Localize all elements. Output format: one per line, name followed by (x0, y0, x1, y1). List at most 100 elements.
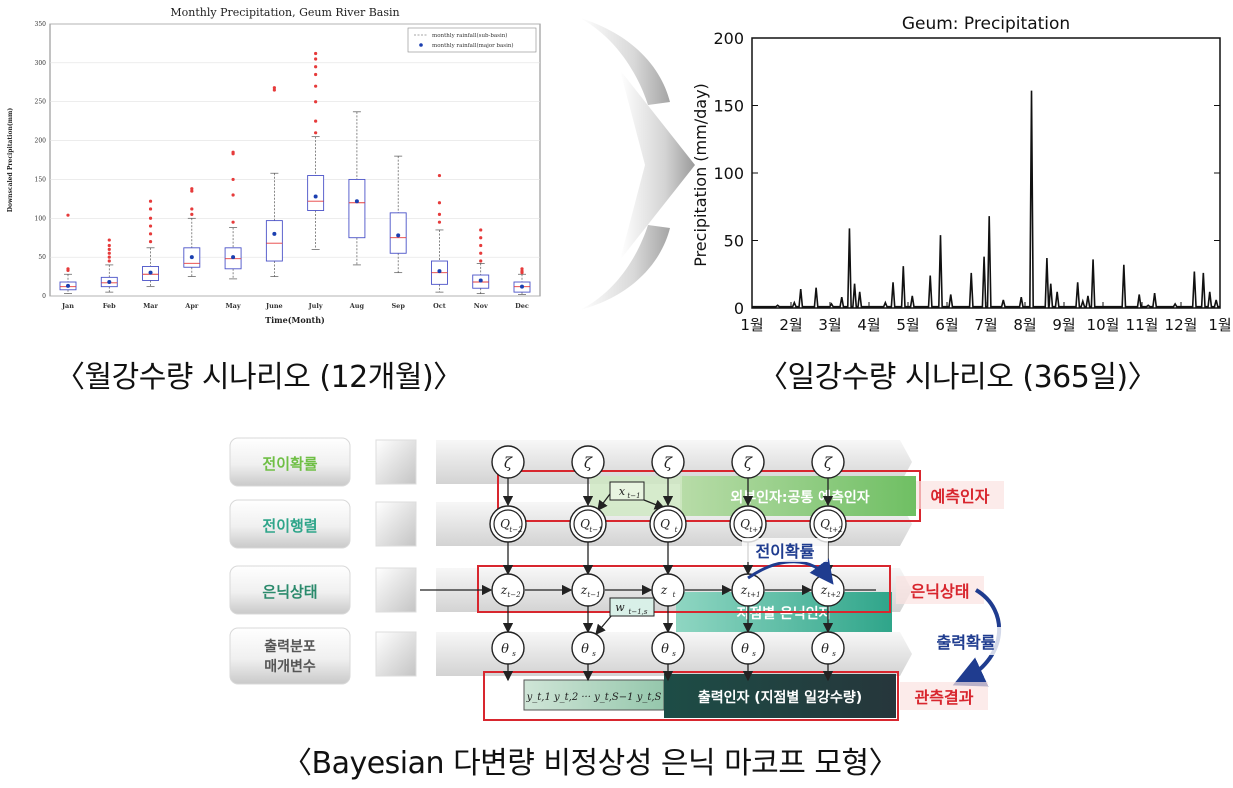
boxplot-outlier (479, 228, 483, 232)
boxplot-y-tick-label: 200 (35, 138, 47, 145)
zeta-node-label: ζ (504, 454, 513, 472)
theta-node-label: θ (661, 642, 669, 657)
row-label-output-params: 출력분포 매개변수 (229, 627, 351, 685)
boxplot-box (307, 175, 325, 211)
boxplot-outlier (148, 224, 153, 228)
daily-x-tick-label: 6월 (935, 316, 958, 334)
daily-y-ticks: 0 50 100 150 200 (713, 29, 1220, 318)
daily-x-tick-label: 12월 (1165, 316, 1198, 334)
boxplot-outlier (437, 212, 442, 216)
svg-text:출력인자 (지점별 일강수량): 출력인자 (지점별 일강수량) (698, 689, 862, 706)
boxplot-outlier (479, 251, 483, 255)
boxplot-outlier (314, 72, 318, 77)
boxplot-x-tick-label: Mar (143, 302, 158, 310)
theta-node-subscript: s (672, 650, 676, 658)
zeta-node-label: ζ (824, 454, 833, 472)
z-node-subscript: t−1 (587, 591, 600, 599)
zeta-node (491, 445, 525, 479)
boxplot-outlier (231, 193, 235, 197)
svg-text:매개변수: 매개변수 (264, 659, 316, 675)
z-node-subscript: t+2 (827, 591, 841, 599)
q-node-inner (493, 509, 523, 539)
q-node-subscript: t+2 (829, 526, 843, 534)
boxplot-outlier (479, 236, 483, 240)
boxplot-mean-point (272, 231, 277, 236)
flow-arrow (580, 18, 695, 310)
boxplot-outlier (107, 247, 111, 251)
boxplot-outlier (66, 213, 70, 217)
daily-x-tick-label: 5월 (896, 316, 919, 334)
boxplot-outlier (107, 255, 111, 259)
edge-x-to-q (597, 493, 611, 512)
theta-node (731, 631, 765, 665)
boxplot-outlier (520, 269, 524, 273)
boxplot-outlier (314, 131, 318, 135)
daily-precip-series-line (752, 90, 1220, 308)
zeta-node-label: ζ (744, 454, 753, 472)
boxplot-outlier (190, 189, 194, 193)
svg-text:w: w (615, 601, 625, 614)
theta-node-label: θ (501, 642, 509, 657)
daily-x-tick-label: 9월 (1052, 316, 1075, 334)
q-node-label: Q (580, 517, 590, 531)
z-node-label: z (660, 583, 668, 597)
boxplot-outlier (231, 150, 235, 154)
q-node-inner (653, 509, 683, 539)
svg-text:t−1,s: t−1,s (629, 608, 648, 616)
boxplot-ylabel: Downscaled Precipitation(mm) (7, 108, 14, 213)
monthly-caption: 〈월강수량 시나리오 (12개월)〉 (55, 360, 463, 395)
boxplot-mean-point (354, 199, 359, 204)
q-node-subscript: t−1 (589, 526, 602, 534)
daily-precip-chart: Geum: Precipitation 0 50 100 150 200 1월 2월 3월 4… (691, 14, 1232, 334)
boxplot-y-tick-label: 0 (42, 293, 46, 300)
boxplot-outlier (314, 57, 318, 61)
zeta-node-label: ζ (584, 454, 593, 472)
row-label-hidden-state: 은닉상태 (229, 565, 351, 615)
boxplot-boxes (59, 51, 531, 295)
row-label-transition-prob: 전이확률 (229, 437, 351, 487)
svg-text:외부인자:공통 예측인자: 외부인자:공통 예측인자 (730, 489, 869, 506)
daily-caption: 〈일강수량 시나리오 (365일)〉 (758, 360, 1158, 395)
row-marker-3 (375, 567, 417, 613)
monthly-boxplot-chart: Monthly Precipitation, Geum River Basin … (7, 6, 541, 325)
boxplot-outlier (437, 201, 442, 205)
boxplot-mean-point (396, 233, 401, 238)
boxplot-outlier (190, 187, 194, 191)
boxplot-outlier (314, 65, 318, 69)
theta-node-label: θ (581, 642, 589, 657)
boxplot-plot-area (49, 23, 541, 297)
q-node-label: Q (660, 517, 670, 531)
svg-text:지점별 은닉인자: 지점별 은닉인자 (736, 605, 831, 622)
hmm-diagram: 전이확률 전이행렬 은닉상태 출력분포 매개변수 외부인자:공통 예측인자 지점… (229, 437, 1010, 721)
boxplot-x-ticks: Jan Feb Mar Apr May June July Aug Sep Oct Nov Dec (61, 302, 529, 310)
label-predictor: 예측인자 (931, 487, 990, 506)
hidden-state-outline (477, 565, 891, 613)
daily-y-tick-label: 0 (734, 299, 744, 318)
boxplot-y-tick-label: 350 (35, 21, 47, 28)
external-factor-bar (680, 476, 916, 516)
daily-y-tick-label: 50 (724, 232, 744, 251)
boxplot-y-tick-label: 100 (35, 215, 47, 222)
daily-x-tick-label: 10월 (1087, 316, 1120, 334)
theta-node-subscript: s (512, 650, 516, 658)
label-hidden-state: 은닉상태 (911, 582, 970, 601)
zeta-node (651, 445, 685, 479)
boxplot-xlabel: Time(Month) (265, 315, 325, 325)
boxplot-outlier (314, 119, 318, 123)
z-node-subscript: t (673, 591, 676, 599)
q-node (569, 505, 607, 543)
boxplot-outlier (314, 84, 318, 88)
theta-node (811, 631, 845, 665)
theta-node-label: θ (821, 642, 829, 657)
row-marker-2 (375, 501, 417, 547)
q-node-inner (573, 509, 603, 539)
z-node-subscript: t+1 (747, 591, 760, 599)
edge-x-to-q (643, 499, 666, 510)
boxplot-x-tick-label: Jan (61, 302, 74, 310)
zeta-node (811, 445, 845, 479)
boxplot-outlier (272, 86, 276, 90)
w-local-node: w t−1,s (609, 597, 655, 617)
boxplot-mean-point (66, 283, 70, 288)
theta-node (651, 631, 685, 665)
y-sequence-box (523, 679, 665, 711)
